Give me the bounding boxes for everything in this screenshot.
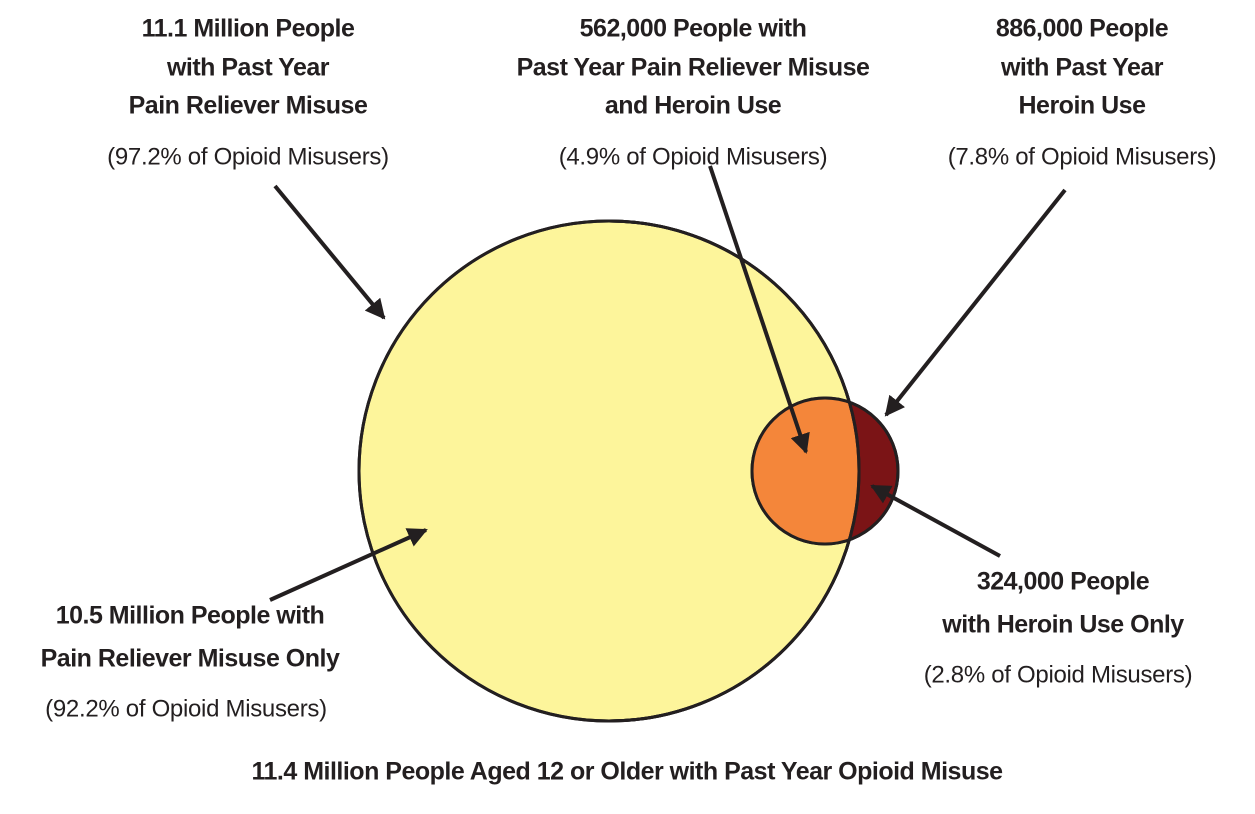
label-line: 324,000 People: [977, 568, 1150, 596]
arrow: [870, 484, 1001, 558]
label-note: (92.2% of Opioid Misusers): [45, 695, 327, 722]
overlap-region: [752, 398, 859, 544]
label-line: with Heroin Use Only: [941, 611, 1184, 639]
label-note: (7.8% of Opioid Misusers): [948, 143, 1217, 170]
label-line: and Heroin Use: [605, 92, 782, 120]
arrow: [273, 184, 386, 320]
label-line: 11.1 Million People: [142, 15, 355, 43]
label-note: (97.2% of Opioid Misusers): [107, 143, 389, 170]
label-line: with Past Year: [1000, 54, 1164, 82]
arrow: [269, 528, 428, 602]
label-line: 886,000 People: [996, 15, 1169, 43]
label-line: Heroin Use: [1019, 92, 1147, 120]
label-line: Pain Reliever Misuse Only: [41, 645, 340, 673]
label-line: with Past Year: [166, 54, 330, 82]
label-note: (4.9% of Opioid Misusers): [559, 143, 828, 170]
label-line: 10.5 Million People with: [56, 602, 325, 630]
caption: 11.4 Million People Aged 12 or Older wit…: [251, 758, 1003, 786]
heroin-circle-edge: [750, 396, 900, 546]
label-line: 562,000 People with: [580, 15, 807, 43]
arrow: [708, 165, 810, 454]
label-line: Past Year Pain Reliever Misuse: [517, 54, 870, 82]
big-circle-edge: [608, 219, 861, 723]
arrow: [884, 188, 1067, 417]
label-line: Pain Reliever Misuse: [129, 92, 368, 120]
label-note: (2.8% of Opioid Misusers): [924, 661, 1193, 688]
